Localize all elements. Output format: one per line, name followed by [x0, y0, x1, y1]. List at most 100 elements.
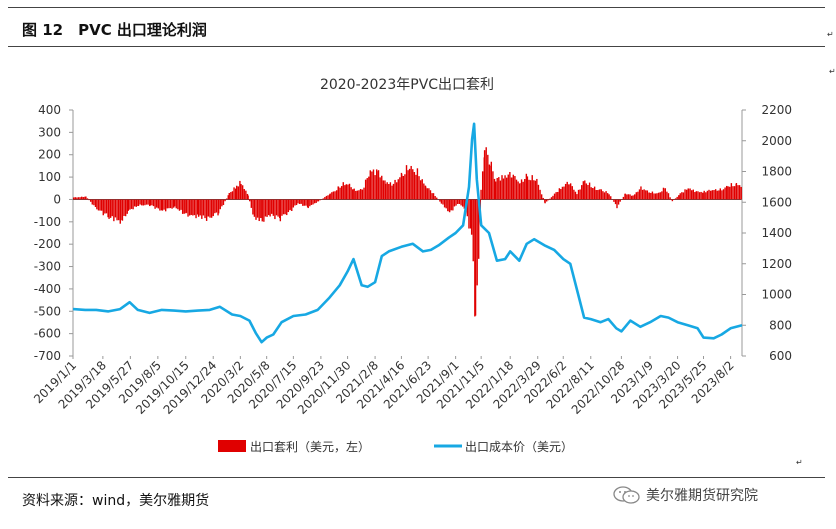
x-axis: 2019/1/12019/3/182019/5/272019/8/52019/1… — [31, 356, 737, 417]
profit-bar — [664, 188, 667, 200]
profit-bar — [405, 165, 408, 200]
profit-bar — [407, 170, 409, 200]
profit-bar — [536, 178, 538, 200]
profit-bar — [533, 180, 535, 200]
profit-bar — [212, 199, 214, 217]
profit-bar — [188, 199, 191, 216]
profit-bar — [566, 181, 568, 200]
left-tick-label: -600 — [34, 327, 61, 341]
profit-bar — [632, 195, 634, 200]
profit-bar — [374, 175, 376, 200]
profit-bar — [613, 199, 615, 202]
profit-bar — [205, 199, 208, 221]
profit-bar — [300, 199, 302, 204]
profit-bar — [468, 199, 470, 229]
profit-bar — [382, 180, 385, 200]
profit-bar — [514, 176, 516, 200]
profit-bar — [312, 199, 314, 205]
profit-bar — [587, 185, 589, 200]
profit-bar — [419, 180, 422, 200]
profit-bar — [245, 190, 247, 200]
profit-bar — [512, 174, 515, 200]
profit-bar — [706, 190, 709, 200]
profit-bar — [695, 191, 698, 200]
profit-bar — [147, 199, 149, 205]
profit-bar — [366, 178, 368, 200]
profit-bar — [481, 171, 484, 200]
profit-bar — [461, 199, 464, 207]
profit-bar — [397, 179, 399, 200]
profit-bar — [84, 196, 86, 200]
profit-bar — [455, 199, 457, 206]
profit-bar — [135, 199, 138, 207]
profit-bar — [568, 184, 570, 200]
right-tick-label: 2000 — [761, 134, 792, 148]
profit-bar — [73, 197, 75, 200]
profit-bar — [347, 184, 349, 200]
profit-bar — [410, 165, 412, 200]
profit-bar — [344, 185, 346, 200]
profit-bar — [249, 199, 251, 202]
profit-bar — [335, 190, 338, 200]
profit-bar — [123, 199, 125, 216]
profit-bar — [429, 190, 432, 200]
profit-bar — [272, 199, 275, 216]
profit-bar — [597, 190, 599, 200]
profit-bar — [356, 190, 359, 200]
profit-bar — [581, 185, 583, 200]
profit-bar — [667, 193, 670, 200]
profit-bar — [679, 193, 681, 200]
profit-bar — [733, 186, 736, 200]
profit-bar — [616, 199, 618, 209]
profit-bar — [159, 199, 161, 211]
profit-bar — [630, 195, 633, 200]
profit-bar — [342, 182, 344, 200]
profit-bar — [269, 199, 271, 217]
profit-bar — [389, 182, 392, 200]
profit-bar — [498, 177, 500, 200]
profit-bar — [149, 199, 152, 206]
profit-bar — [657, 192, 660, 200]
profit-bar — [332, 191, 335, 200]
profit-bar — [681, 192, 683, 200]
profit-bar — [303, 199, 306, 206]
profit-bar — [738, 185, 741, 200]
watermark: 美尔雅期货研究院 — [612, 484, 758, 506]
profit-bar — [196, 199, 199, 215]
profit-bar — [627, 194, 630, 200]
profit-bar — [552, 195, 554, 200]
profit-bar — [602, 191, 604, 200]
profit-bar — [576, 194, 578, 200]
profit-bar — [619, 199, 621, 202]
profit-bar — [730, 183, 733, 200]
profit-bar — [640, 186, 642, 200]
profit-bar — [305, 199, 307, 206]
profit-bar — [145, 199, 148, 205]
profit-bar — [662, 187, 665, 200]
left-tick-label: 100 — [38, 170, 61, 184]
profit-bar — [309, 199, 311, 207]
profit-bar — [412, 169, 414, 200]
profit-bar — [687, 188, 690, 200]
profit-bar — [183, 199, 185, 214]
wechat-icon — [613, 486, 640, 504]
profit-bar — [517, 181, 519, 200]
profit-bar — [164, 199, 167, 212]
profit-bar — [199, 199, 201, 216]
profit-bar — [520, 179, 523, 200]
profit-bar — [476, 199, 478, 286]
profit-bar — [392, 183, 395, 200]
profit-bar — [282, 199, 285, 215]
profit-bar — [279, 199, 282, 222]
profit-bar — [363, 187, 365, 200]
profit-bar — [166, 199, 168, 209]
profit-bar — [585, 183, 588, 200]
profit-bar — [560, 189, 562, 200]
profit-bar — [109, 199, 112, 218]
profit-bar — [458, 199, 461, 204]
left-tick-label: 300 — [38, 125, 61, 139]
right-axis: 2200 2000 1800 1600 1400 1200 1000 800 600 — [741, 103, 792, 363]
profit-bar — [152, 199, 155, 207]
profit-bar — [593, 186, 596, 200]
profit-bar — [209, 199, 211, 218]
